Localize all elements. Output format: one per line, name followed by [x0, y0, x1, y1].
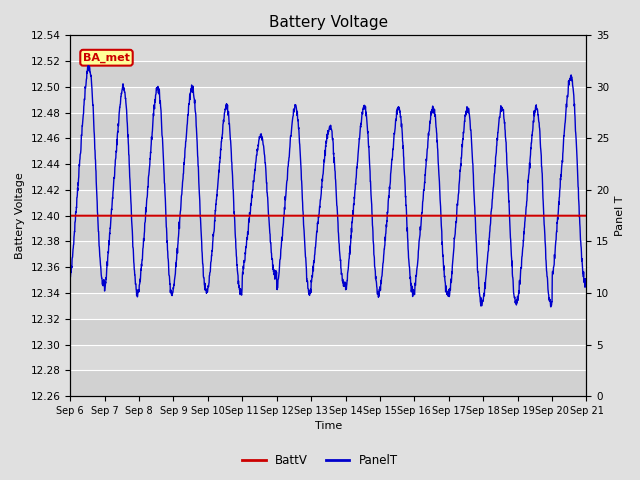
Bar [70, 36, 586, 61]
Bar [70, 293, 586, 319]
Y-axis label: Battery Voltage: Battery Voltage [15, 172, 25, 259]
Title: Battery Voltage: Battery Voltage [269, 15, 388, 30]
Bar [70, 371, 586, 396]
X-axis label: Time: Time [315, 421, 342, 432]
Legend: BattV, PanelT: BattV, PanelT [237, 449, 403, 472]
Bar [70, 319, 586, 345]
Bar [70, 61, 586, 87]
Bar [70, 113, 586, 138]
Bar [70, 267, 586, 293]
Bar [70, 87, 586, 113]
Y-axis label: Panel T: Panel T [615, 195, 625, 236]
Bar [70, 138, 586, 164]
Bar [70, 190, 586, 216]
Bar [70, 164, 586, 190]
Bar [70, 241, 586, 267]
Bar [70, 216, 586, 241]
Bar [70, 345, 586, 371]
Text: BA_met: BA_met [83, 53, 130, 63]
